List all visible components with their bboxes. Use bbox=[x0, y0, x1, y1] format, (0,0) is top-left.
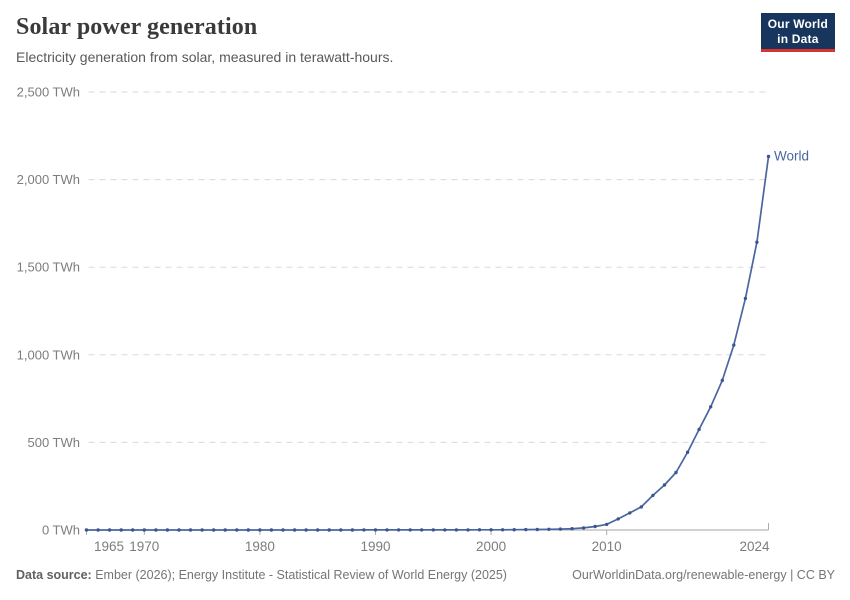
data-point bbox=[605, 522, 609, 527]
data-point bbox=[651, 493, 655, 498]
data-point bbox=[385, 528, 389, 532]
data-point bbox=[350, 528, 355, 532]
data-point bbox=[339, 528, 343, 532]
data-point bbox=[316, 528, 320, 532]
data-point bbox=[362, 528, 366, 532]
footer-credit-link[interactable]: OurWorldinData.org/renewable-energy | CC… bbox=[572, 568, 835, 582]
x-axis-label: 1980 bbox=[245, 539, 275, 554]
data-point bbox=[662, 483, 667, 487]
x-axis-label: 2024 bbox=[739, 539, 770, 554]
footer-source-label: Data source: bbox=[16, 568, 92, 582]
chart-footer: Data source: Ember (2026); Energy Instit… bbox=[16, 567, 835, 583]
data-point bbox=[512, 528, 516, 532]
data-point bbox=[558, 527, 563, 531]
data-point bbox=[489, 528, 493, 532]
data-point bbox=[373, 528, 378, 532]
owid-logo-line1: Our World bbox=[767, 17, 828, 31]
footer-source-text: Ember (2026); Energy Institute - Statist… bbox=[91, 568, 507, 582]
data-point bbox=[154, 528, 158, 532]
page-title: Solar power generation bbox=[16, 14, 258, 40]
data-point bbox=[304, 528, 308, 532]
data-point bbox=[454, 528, 459, 532]
x-axis-label: 1965 bbox=[94, 539, 124, 554]
data-point bbox=[177, 528, 181, 532]
data-point bbox=[408, 528, 412, 532]
chart-header: Solar power generation Electricity gener… bbox=[16, 14, 730, 66]
y-axis-label: 500 TWh bbox=[27, 435, 80, 450]
data-point bbox=[142, 528, 146, 532]
data-point bbox=[547, 527, 551, 531]
data-point bbox=[443, 528, 447, 532]
data-point bbox=[639, 505, 643, 509]
data-point bbox=[431, 528, 435, 532]
data-point bbox=[165, 528, 170, 532]
data-point bbox=[96, 528, 100, 532]
data-point bbox=[500, 528, 505, 532]
data-point bbox=[84, 528, 89, 532]
data-point bbox=[466, 528, 470, 532]
owid-logo-line2: in Data bbox=[777, 31, 819, 46]
data-point bbox=[593, 524, 597, 529]
y-axis-label: 1,500 TWh bbox=[17, 260, 80, 275]
chart-subtitle: Electricity generation from solar, measu… bbox=[16, 48, 394, 65]
x-axis-label: 1990 bbox=[360, 539, 390, 554]
data-point bbox=[720, 378, 724, 383]
data-point bbox=[281, 528, 285, 532]
data-point bbox=[420, 528, 424, 532]
y-axis-label: 2,000 TWh bbox=[17, 172, 80, 187]
data-point bbox=[535, 527, 539, 532]
data-point bbox=[743, 296, 748, 301]
data-point bbox=[223, 528, 227, 532]
data-point bbox=[628, 511, 632, 515]
data-point bbox=[188, 528, 193, 532]
data-point bbox=[396, 528, 401, 532]
y-axis-label: 2,500 TWh bbox=[17, 85, 80, 100]
data-point bbox=[570, 527, 574, 531]
data-point bbox=[107, 528, 112, 532]
footer-source: Data source: Ember (2026); Energy Instit… bbox=[16, 567, 507, 583]
x-axis-label: 2000 bbox=[476, 539, 506, 554]
data-point bbox=[581, 526, 586, 530]
y-axis-label: 0 TWh bbox=[42, 523, 80, 538]
y-axis-label: 1,000 TWh bbox=[17, 347, 80, 362]
data-point bbox=[674, 470, 678, 475]
data-point bbox=[755, 240, 759, 244]
data-point bbox=[246, 528, 250, 532]
data-point bbox=[235, 528, 239, 532]
data-point bbox=[524, 527, 528, 532]
data-point bbox=[258, 528, 262, 532]
data-point bbox=[697, 427, 701, 432]
data-point bbox=[292, 528, 297, 532]
data-point bbox=[327, 528, 331, 532]
owid-logo[interactable]: Our World in Data bbox=[760, 13, 835, 52]
data-point bbox=[685, 450, 690, 454]
data-point bbox=[732, 343, 736, 347]
data-point bbox=[131, 528, 135, 532]
x-axis-label: 2010 bbox=[592, 539, 622, 554]
data-point bbox=[616, 517, 620, 521]
series-end-label-world: World bbox=[774, 149, 809, 164]
data-point bbox=[269, 528, 274, 532]
world-series-line bbox=[85, 155, 770, 531]
data-point bbox=[212, 528, 216, 532]
data-point bbox=[709, 405, 713, 409]
data-point bbox=[766, 154, 771, 159]
data-point bbox=[119, 528, 123, 532]
x-axis-label: 1970 bbox=[129, 539, 159, 554]
data-point bbox=[200, 528, 204, 532]
data-point bbox=[477, 528, 482, 532]
